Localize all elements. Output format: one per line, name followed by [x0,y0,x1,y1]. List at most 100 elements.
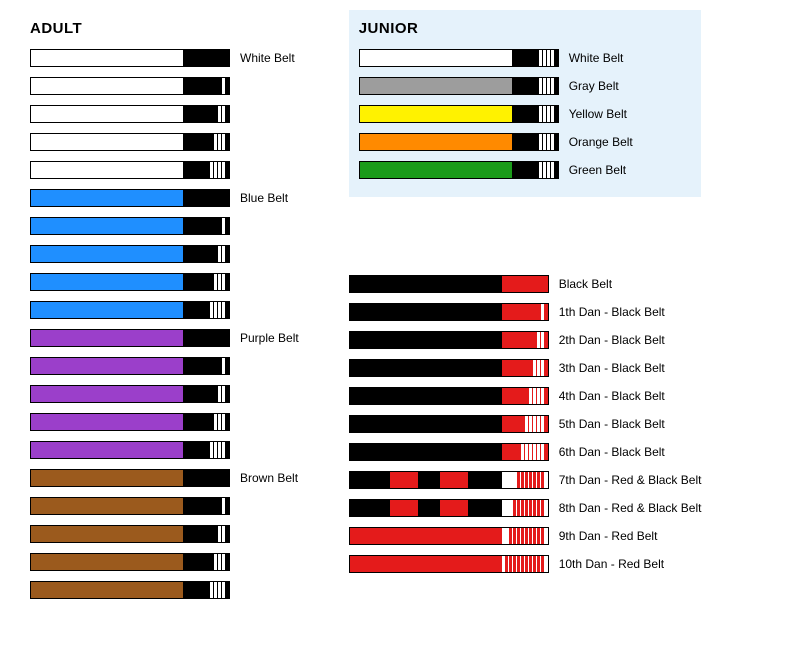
rank-stripe [551,162,554,178]
belt-row: 3th Dan - Black Belt [349,357,702,379]
rank-stripe [541,360,544,376]
rank-stripe [222,386,225,402]
rank-stripe [539,50,542,66]
belt-row: 9th Dan - Red Belt [349,525,702,547]
rank-stripe [222,358,225,374]
rank-stripe [218,302,221,318]
rank-bar [183,50,229,66]
belt-chart: ADULT White BeltBlue BeltPurple BeltBrow… [30,20,770,607]
rank-stripe [547,106,550,122]
rank-stripe [547,134,550,150]
belt [349,359,549,377]
rank-stripe [214,554,217,570]
rank-stripe [525,416,528,432]
belt [30,525,230,543]
belt-label: Brown Belt [240,472,298,484]
rank-stripe [222,554,225,570]
belt [30,189,230,207]
belt [349,527,549,545]
belt-row: Yellow Belt [359,103,692,125]
rank-stripe [525,472,528,488]
rank-stripe [541,444,544,460]
right-column: JUNIOR White BeltGray BeltYellow BeltOra… [349,20,702,581]
belt [30,553,230,571]
belt [349,555,549,573]
rank-stripe [537,528,540,544]
rank-stripe [525,528,528,544]
rank-stripe [537,388,540,404]
rank-stripe [529,444,532,460]
rank-stripe [539,134,542,150]
adult-column: ADULT White BeltBlue BeltPurple BeltBrow… [30,20,299,607]
rank-stripe [533,472,536,488]
belt-label: 3th Dan - Black Belt [559,362,665,374]
rank-stripe [529,416,532,432]
rank-stripe [214,274,217,290]
rank-stripe [222,582,225,598]
rank-stripe [218,386,221,402]
rank-stripe [218,554,221,570]
belt [30,301,230,319]
belt-row: Orange Belt [359,131,692,153]
belt [359,161,559,179]
belt [30,413,230,431]
rank-stripe [218,582,221,598]
belt [349,331,549,349]
rank-stripe [543,50,546,66]
belt-label: Green Belt [569,164,626,176]
belt-label: 10th Dan - Red Belt [559,558,664,570]
rank-stripe [529,500,532,516]
rank-stripe [529,472,532,488]
rank-stripe [513,500,516,516]
rank-stripe [525,444,528,460]
belt-label: 2th Dan - Black Belt [559,334,665,346]
rank-stripe [521,528,524,544]
belt-row [30,103,299,125]
belt-row [30,355,299,377]
rank-stripe [539,106,542,122]
rank-stripe [218,414,221,430]
rank-stripe [222,134,225,150]
belt [349,387,549,405]
rank-stripe [214,414,217,430]
rank-stripe [525,556,528,572]
belt [30,581,230,599]
rank-stripe [218,526,221,542]
belt-block [440,472,468,488]
belt-label: White Belt [240,52,295,64]
rank-stripe [222,246,225,262]
rank-stripe [537,472,540,488]
belt-row: 2th Dan - Black Belt [349,329,702,351]
belt [359,77,559,95]
rank-stripe [533,416,536,432]
belt-label: Blue Belt [240,192,288,204]
rank-stripe [210,162,213,178]
rank-stripe [517,556,520,572]
belt-label: Yellow Belt [569,108,627,120]
rank-stripe [541,472,544,488]
belt [359,105,559,123]
rank-stripe [214,582,217,598]
belt-row: White Belt [30,47,299,69]
rank-stripe [543,162,546,178]
rank-bar [502,276,548,292]
belt-label: Purple Belt [240,332,299,344]
rank-stripe [541,304,544,320]
rank-stripe [541,388,544,404]
rank-stripe [525,500,528,516]
belt-row [30,131,299,153]
belt [349,303,549,321]
belt [30,49,230,67]
belt-block [390,472,418,488]
belt-label: White Belt [569,52,624,64]
rank-stripe [529,528,532,544]
belt [349,499,549,517]
belt [349,443,549,461]
junior-belt-list: White BeltGray BeltYellow BeltOrange Bel… [359,47,692,181]
rank-stripe [521,472,524,488]
junior-section: JUNIOR White BeltGray BeltYellow BeltOra… [349,10,702,197]
rank-stripe [513,556,516,572]
belt-row: Brown Belt [30,467,299,489]
rank-stripe [210,582,213,598]
belt [30,161,230,179]
